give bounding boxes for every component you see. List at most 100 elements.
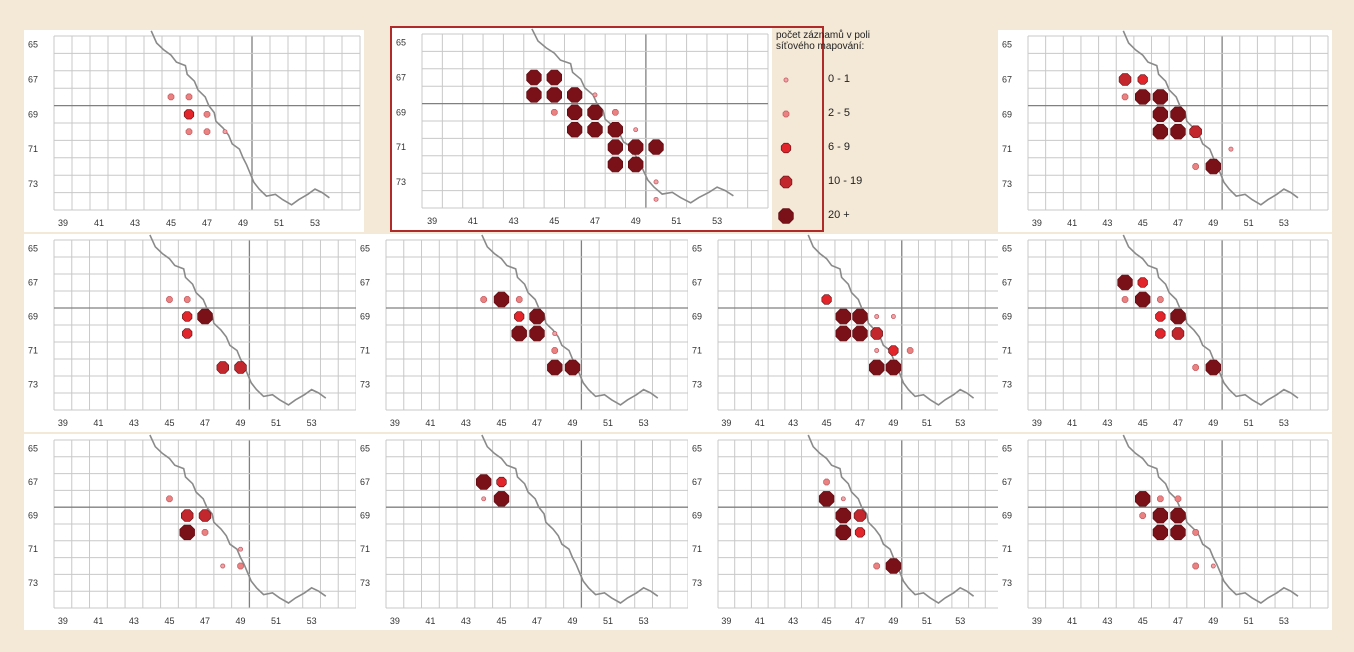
occurrence-marker xyxy=(546,69,562,86)
y-tick-label: 71 xyxy=(360,346,370,356)
distribution-map-r2c1: 39 41 43 45 47 49 51 53 65 67 69 71 73 xyxy=(24,234,360,432)
occurrence-marker xyxy=(515,296,523,303)
y-tick-label: 69 xyxy=(1002,312,1012,322)
occurrence-marker xyxy=(197,308,213,325)
x-tick-label: 39 xyxy=(390,616,400,626)
x-tick-label: 43 xyxy=(129,616,139,626)
occurrence-marker xyxy=(237,562,244,570)
y-tick-label: 71 xyxy=(28,144,38,154)
x-tick-label: 49 xyxy=(236,616,246,626)
y-tick-label: 69 xyxy=(396,107,406,117)
x-tick-label: 49 xyxy=(888,418,898,428)
occurrence-marker xyxy=(185,93,193,101)
river-line xyxy=(807,434,975,604)
x-tick-label: 47 xyxy=(532,616,542,626)
occurrence-marker xyxy=(885,359,902,376)
x-tick-label: 41 xyxy=(755,418,765,428)
occurrence-marker xyxy=(1192,529,1199,536)
y-tick-label: 67 xyxy=(360,278,370,288)
occurrence-marker xyxy=(496,476,507,488)
occurrence-marker xyxy=(853,509,867,522)
occurrence-marker xyxy=(547,359,563,376)
occurrence-marker xyxy=(567,87,583,103)
x-tick-label: 47 xyxy=(200,418,210,428)
x-tick-label: 39 xyxy=(58,218,68,228)
x-tick-label: 43 xyxy=(461,418,471,428)
x-tick-label: 47 xyxy=(855,418,865,428)
occurrence-marker xyxy=(201,529,209,536)
x-tick-label: 47 xyxy=(532,418,542,428)
occurrence-marker xyxy=(835,325,851,342)
occurrence-marker xyxy=(852,308,868,325)
x-tick-label: 53 xyxy=(1279,616,1289,626)
legend-marker xyxy=(783,77,789,83)
occurrence-marker xyxy=(1121,296,1129,303)
y-tick-label: 71 xyxy=(360,544,370,554)
y-tick-label: 69 xyxy=(1002,109,1012,119)
map-grid xyxy=(53,35,361,211)
y-tick-label: 69 xyxy=(28,109,38,119)
occurrence-marker xyxy=(1137,277,1148,288)
x-tick-label: 49 xyxy=(888,616,898,626)
occurrence-marker xyxy=(1157,495,1164,503)
x-tick-label: 49 xyxy=(1208,418,1218,428)
y-tick-label: 73 xyxy=(1002,179,1012,189)
y-tick-label: 67 xyxy=(692,278,702,288)
y-tick-label: 71 xyxy=(396,142,406,152)
x-tick-label: 51 xyxy=(603,418,613,428)
x-tick-label: 47 xyxy=(1173,616,1183,626)
x-tick-label: 43 xyxy=(788,616,798,626)
occurrence-symbols xyxy=(821,294,914,376)
y-tick-label: 67 xyxy=(28,278,38,288)
river-line xyxy=(149,434,327,604)
x-tick-label: 51 xyxy=(271,418,281,428)
occurrence-marker xyxy=(633,127,639,133)
x-tick-label: 45 xyxy=(822,418,832,428)
x-tick-label: 39 xyxy=(721,418,731,428)
occurrence-marker xyxy=(1137,74,1148,85)
y-tick-label: 65 xyxy=(360,244,370,254)
occurrence-marker xyxy=(529,308,545,325)
occurrence-marker xyxy=(607,156,623,173)
y-tick-label: 71 xyxy=(692,544,702,554)
occurrence-marker xyxy=(203,110,211,118)
x-tick-label: 43 xyxy=(509,216,519,226)
legend-item-6-9: 6 - 9 xyxy=(776,136,916,160)
occurrence-marker xyxy=(1155,311,1166,322)
occurrence-marker xyxy=(567,122,583,138)
occurrence-marker xyxy=(870,327,883,340)
occurrence-marker xyxy=(835,507,851,524)
occurrence-marker xyxy=(607,139,623,155)
x-tick-label: 51 xyxy=(922,418,932,428)
river-line xyxy=(1122,434,1299,604)
occurrence-marker xyxy=(526,69,542,86)
map-grid xyxy=(385,439,689,609)
x-tick-label: 49 xyxy=(568,616,578,626)
occurrence-marker xyxy=(182,311,193,322)
x-tick-label: 53 xyxy=(310,218,320,228)
x-tick-label: 53 xyxy=(1279,218,1289,228)
occurrence-marker xyxy=(511,325,527,342)
x-tick-label: 43 xyxy=(130,218,140,228)
occurrence-marker xyxy=(183,109,195,120)
y-tick-label: 73 xyxy=(1002,578,1012,588)
occurrence-marker xyxy=(564,359,581,376)
occurrence-marker xyxy=(1174,495,1182,503)
occurrence-marker xyxy=(840,496,846,502)
occurrence-marker xyxy=(1152,124,1168,140)
x-tick-label: 49 xyxy=(631,216,641,226)
occurrence-marker xyxy=(222,129,228,135)
distribution-map-r3c3: 39 41 43 45 47 49 51 53 65 67 69 71 73 xyxy=(688,434,1006,630)
x-tick-label: 41 xyxy=(425,418,435,428)
occurrence-marker xyxy=(869,359,885,376)
occurrence-marker xyxy=(628,156,644,173)
occurrence-marker xyxy=(220,563,226,569)
map-grid xyxy=(717,239,1003,411)
occurrence-marker xyxy=(546,87,562,103)
x-tick-label: 45 xyxy=(164,418,174,428)
legend-label-10-19: 10 - 19 xyxy=(828,175,863,187)
occurrence-marker xyxy=(526,87,542,103)
x-tick-label: 49 xyxy=(236,418,246,428)
y-tick-label: 65 xyxy=(360,443,370,453)
occurrence-marker xyxy=(607,122,623,138)
